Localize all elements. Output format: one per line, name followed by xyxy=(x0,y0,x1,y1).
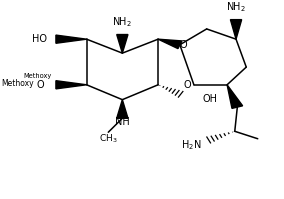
Text: CH$_3$: CH$_3$ xyxy=(99,133,118,145)
Text: H$_2$N: H$_2$N xyxy=(181,138,202,152)
Text: O: O xyxy=(37,80,44,90)
Polygon shape xyxy=(56,81,87,89)
Text: NH$_2$: NH$_2$ xyxy=(226,0,246,14)
Polygon shape xyxy=(230,20,242,39)
Text: O: O xyxy=(184,80,191,90)
Polygon shape xyxy=(117,100,128,118)
Text: Methoxy: Methoxy xyxy=(24,73,52,79)
Text: O: O xyxy=(180,40,187,50)
Polygon shape xyxy=(227,85,243,108)
Text: OH: OH xyxy=(203,94,218,104)
Text: Methoxy: Methoxy xyxy=(2,79,34,88)
Polygon shape xyxy=(117,34,128,53)
Text: NH: NH xyxy=(115,117,130,127)
Polygon shape xyxy=(158,39,182,49)
Text: HO: HO xyxy=(32,34,47,44)
Polygon shape xyxy=(56,35,87,43)
Text: NH$_2$: NH$_2$ xyxy=(112,16,132,29)
